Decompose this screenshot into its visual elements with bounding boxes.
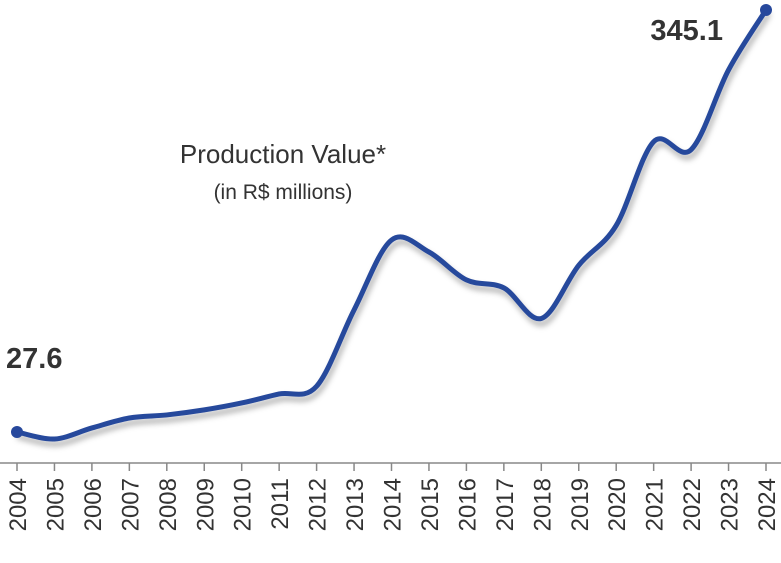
- data-label: 345.1: [650, 15, 723, 47]
- x-tick-label: 2017: [492, 478, 519, 531]
- x-tick-label: 2020: [604, 478, 631, 531]
- x-tick-label: 2007: [117, 478, 144, 531]
- x-tick-label: 2024: [754, 478, 781, 531]
- x-tick-label: 2004: [5, 478, 32, 531]
- x-tick-label: 2016: [454, 478, 481, 531]
- x-tick-label: 2023: [717, 478, 744, 531]
- x-tick-label: 2005: [42, 478, 69, 531]
- x-tick-label: 2012: [305, 478, 332, 531]
- line: [14, 7, 769, 442]
- x-tick-label: 2011: [267, 478, 294, 530]
- x-tick-label: 2013: [342, 478, 369, 531]
- x-tick-label: 2019: [567, 478, 594, 531]
- x-tick-label: 2014: [380, 478, 407, 531]
- x-tick-label: 2018: [529, 478, 556, 531]
- data-label: 27.6: [6, 343, 62, 375]
- chart-subtitle: (in R$ millions): [214, 181, 353, 204]
- x-tick-label: 2015: [417, 478, 444, 531]
- end-point: [760, 4, 772, 16]
- chart-title: Production Value*: [180, 139, 386, 169]
- x-tick-label: 2022: [679, 478, 706, 531]
- x-tick-label: 2009: [192, 478, 219, 531]
- end-point: [11, 425, 23, 438]
- x-tick-label: 2010: [230, 478, 257, 531]
- x-tick-label: 2008: [155, 478, 182, 531]
- x-tick-label: 2021: [642, 478, 669, 531]
- x-tick-label: 2006: [80, 478, 107, 531]
